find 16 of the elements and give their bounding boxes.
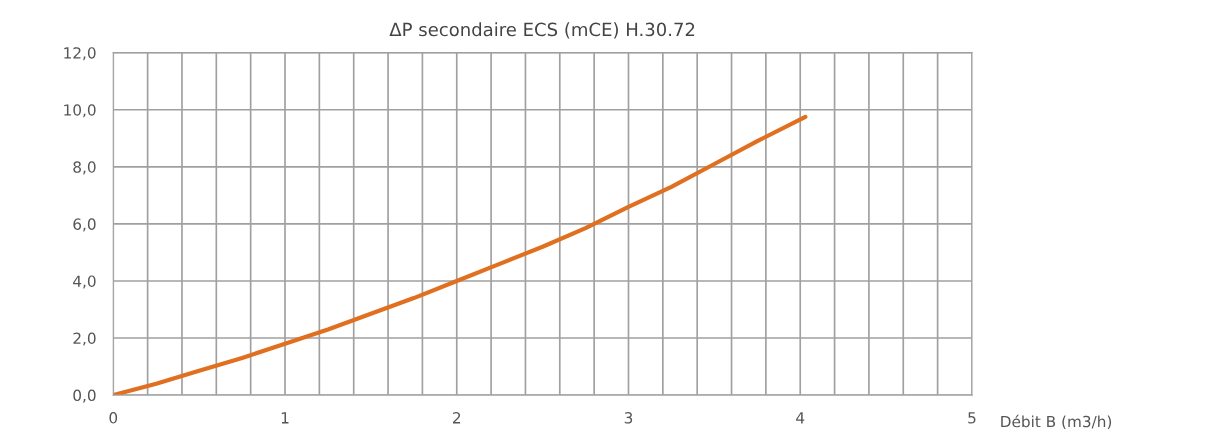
y-tick-label: 2,0 — [73, 332, 96, 346]
y-tick-label: 4,0 — [73, 275, 96, 289]
y-tick-label: 6,0 — [73, 218, 96, 232]
x-axis-title: Débit B (m3/h) — [1001, 414, 1112, 430]
y-tick-label: 12,0 — [64, 47, 96, 61]
x-tick-label: 1 — [281, 412, 289, 424]
x-tick-label: 4 — [796, 412, 805, 424]
x-tick-label: 2 — [453, 412, 461, 424]
chart-title: ΔP secondaire ECS (mCE) H.30.72 — [389, 22, 695, 39]
x-tick-label: 0 — [109, 412, 118, 424]
x-tick-label: 3 — [624, 412, 633, 424]
y-tick-label: 8,0 — [73, 161, 96, 175]
line-series — [113, 114, 808, 396]
y-tick-label: 10,0 — [64, 104, 96, 118]
y-tick-label: 0,0 — [73, 389, 96, 403]
x-tick-label: 5 — [968, 412, 976, 424]
